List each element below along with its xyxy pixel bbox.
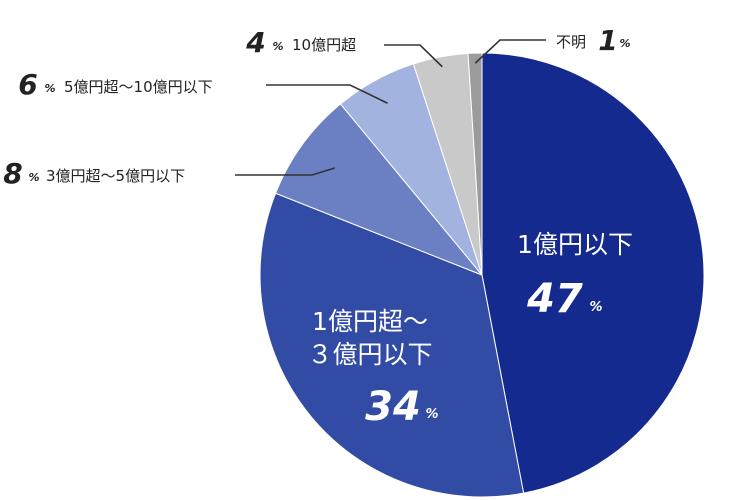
leader-line-fumei [474, 39, 546, 64]
pie-slice-0 [481, 52, 705, 494]
outside-pct-4: 4 [245, 26, 265, 59]
outside-label-5oku-10oku: 5億円超～10億円以下 [64, 78, 213, 96]
inside-pct-sign-34: % [425, 407, 438, 422]
inside-label-1oku-cho-line2: ３億円以下 [307, 340, 432, 369]
outside-label-3oku-5oku: 3億円超～5億円以下 [46, 167, 185, 185]
inside-pct-34: 34 [365, 384, 421, 430]
outside-label-10oku-cho: 10億円超 [292, 36, 356, 54]
pie-slice-5 [467, 52, 483, 276]
outside-label-fumei: 不明 [556, 33, 586, 51]
inside-pct-sign-47: % [589, 300, 602, 315]
outside-pct-sign-4: % [272, 40, 283, 53]
outside-pct-8: 8 [3, 157, 22, 190]
outside-pct-6: 6 [18, 68, 37, 101]
inside-label-1oku-ika: 1億円以下 [517, 230, 633, 259]
outside-pct-sign-8: % [28, 171, 39, 184]
outside-pct-sign-1: % [619, 37, 630, 50]
outside-pct-sign-6: % [44, 82, 55, 95]
inside-pct-47: 47 [526, 276, 583, 322]
leader-line-10oku-cho [384, 44, 443, 68]
leader-line-5oku-10oku [266, 84, 388, 104]
outside-pct-1: 1 [598, 24, 617, 57]
pie-slice-1 [259, 192, 525, 498]
pie-slice-2 [274, 103, 483, 276]
leader-line-3oku-5oku [235, 167, 335, 176]
inside-label-1oku-cho-line1: 1億円超～ [312, 307, 428, 336]
